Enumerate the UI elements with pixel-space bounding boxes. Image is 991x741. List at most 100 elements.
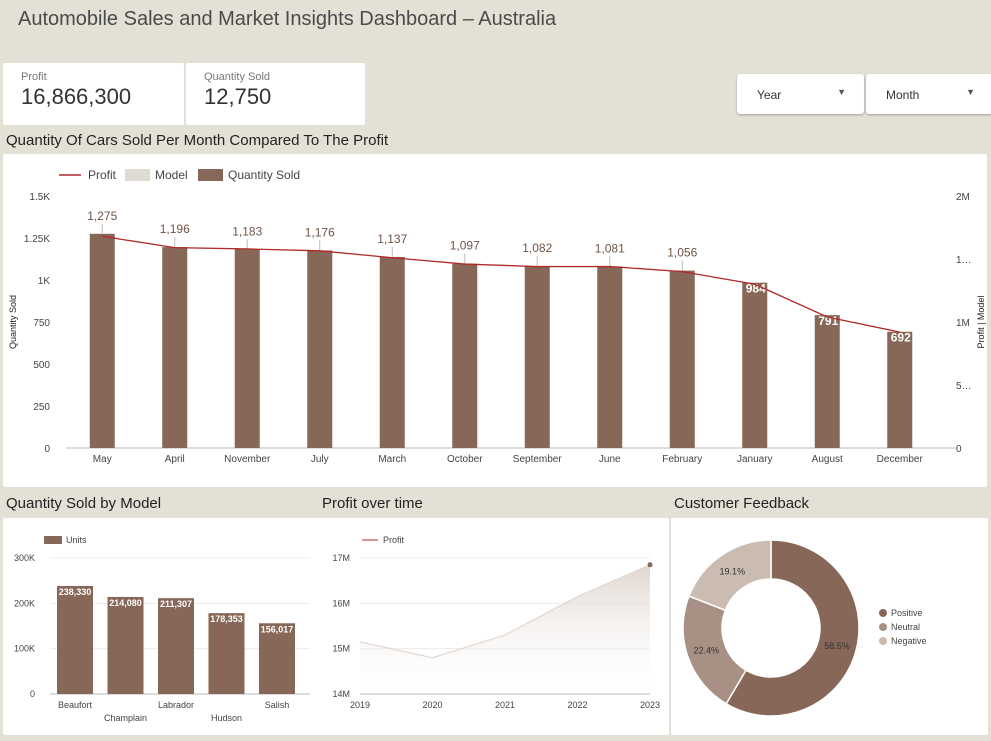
x-tick-label: July xyxy=(311,454,329,465)
x-tick-label: Labrador xyxy=(158,700,194,710)
y-tick-label: 1K xyxy=(38,276,51,287)
legend-negative-dot xyxy=(879,637,887,645)
quantity-data-label: 1,196 xyxy=(160,222,190,236)
y-tick-label: 100K xyxy=(14,644,35,654)
chevron-down-icon: ▼ xyxy=(966,87,975,97)
x-tick-label: June xyxy=(599,454,621,465)
y2-tick-label: 5… xyxy=(956,381,972,392)
quantity-bar xyxy=(89,233,115,448)
legend-units-label: Units xyxy=(66,535,87,545)
legend-negative-label: Negative xyxy=(891,636,927,646)
legend-units-swatch xyxy=(44,536,62,544)
x-tick-label: December xyxy=(877,454,924,465)
y-tick-label: 16M xyxy=(332,598,350,608)
legend-positive-label: Positive xyxy=(891,608,923,618)
profit-end-point xyxy=(647,562,653,568)
quantity-data-label: 1,183 xyxy=(232,224,262,238)
x-tick-label: February xyxy=(662,454,702,465)
y2-tick-label: 1… xyxy=(956,255,972,266)
y-tick-label: 17M xyxy=(332,553,350,563)
x-tick-label: 2021 xyxy=(495,700,515,710)
quantity-bar xyxy=(524,266,550,448)
y2-tick-label: 1M xyxy=(956,318,970,329)
y-tick-label: 0 xyxy=(44,444,50,455)
x-tick-label: April xyxy=(165,454,185,465)
legend-positive-dot xyxy=(879,609,887,617)
x-tick-label: March xyxy=(378,454,406,465)
model-bar xyxy=(208,613,245,694)
legend-neutral-dot xyxy=(879,623,887,631)
profit-line xyxy=(102,235,900,333)
x-tick-label: 2023 xyxy=(640,700,660,710)
legend-model-swatch xyxy=(125,169,150,181)
quantity-data-label: 1,137 xyxy=(377,232,407,246)
model-bar xyxy=(259,623,295,694)
year-filter-label: Year xyxy=(757,88,782,102)
x-tick-label: January xyxy=(737,454,773,465)
quantity-data-label: 984 xyxy=(746,282,766,296)
x-tick-label: Hudson xyxy=(211,713,242,723)
main-chart-title: Quantity Of Cars Sold Per Month Compared… xyxy=(6,132,389,149)
legend-profit-label: Profit xyxy=(383,535,405,545)
y2-tick-label: 0 xyxy=(956,444,962,455)
year-filter-dropdown[interactable]: Year ▼ xyxy=(737,74,864,114)
donut-slice-label: 19.1% xyxy=(720,566,746,576)
y-axis-title: Quantity Sold xyxy=(8,295,18,349)
model-bar xyxy=(57,585,93,694)
x-tick-label: Champlain xyxy=(104,713,147,723)
profit-kpi-card: Profit 16,866,300 xyxy=(3,63,184,125)
quantity-data-label: 1,056 xyxy=(667,246,697,260)
quantity-data-label: 1,176 xyxy=(305,225,335,239)
quantity-data-label: 1,082 xyxy=(522,241,552,255)
legend-quantity-label: Quantity Sold xyxy=(228,168,300,182)
legend-neutral-label: Neutral xyxy=(891,622,920,632)
y-tick-label: 15M xyxy=(332,644,350,654)
month-filter-dropdown[interactable]: Month ▼ xyxy=(866,74,991,114)
y-tick-label: 750 xyxy=(33,318,50,329)
quantity-data-label: 1,275 xyxy=(87,209,117,223)
quantity-kpi-value: 12,750 xyxy=(204,84,272,109)
model-data-label: 238,330 xyxy=(59,587,92,597)
quantity-data-label: 1,097 xyxy=(450,239,480,253)
quantity-kpi-card: Quantity Sold 12,750 xyxy=(186,63,365,125)
quantity-data-label: 791 xyxy=(818,314,838,328)
x-tick-label: Salish xyxy=(265,700,290,710)
x-tick-label: September xyxy=(513,454,563,465)
quantity-bar xyxy=(379,256,405,448)
legend-model-label: Model xyxy=(155,168,188,182)
quantity-bar xyxy=(307,250,333,448)
profit-area-line xyxy=(359,564,651,659)
x-tick-label: 2020 xyxy=(422,700,442,710)
quantity-bar xyxy=(742,282,768,448)
x-tick-label: May xyxy=(93,454,112,465)
model-chart-title: Quantity Sold by Model xyxy=(6,495,162,512)
legend-profit-label: Profit xyxy=(88,168,117,182)
quantity-bar xyxy=(452,263,478,448)
model-data-label: 214,080 xyxy=(109,598,142,608)
page-title: Automobile Sales and Market Insights Das… xyxy=(18,8,557,30)
x-tick-label: 2022 xyxy=(567,700,587,710)
model-data-label: 178,353 xyxy=(210,614,243,624)
y-tick-label: 1.25K xyxy=(24,234,50,245)
donut-slice-label: 58.5% xyxy=(824,641,850,651)
profit-kpi-value: 16,866,300 xyxy=(21,84,132,109)
profit-chart: Profit 14M 15M 16M 17M 2019 2020 2021 2022 2023 xyxy=(332,535,660,710)
model-bar xyxy=(158,598,194,694)
quantity-bar xyxy=(669,270,695,448)
quantity-bar xyxy=(597,266,623,448)
main-chart: 0 250 500 750 1K 1.25K 1.5K 0 5… 1M 1… 2M Quantity S… xyxy=(8,168,986,465)
x-tick-label: Beaufort xyxy=(58,700,93,710)
chevron-down-icon: ▼ xyxy=(837,87,846,97)
quantity-bar xyxy=(162,247,188,448)
y-tick-label: 1.5K xyxy=(29,192,50,203)
feedback-chart: 58.5% Positive 22.4% Neutral 19.1% Negative xyxy=(682,539,927,717)
x-tick-label: 2019 xyxy=(350,700,370,710)
donut-slice-negative xyxy=(688,539,772,612)
y-tick-label: 300K xyxy=(14,553,35,563)
y-tick-label: 0 xyxy=(30,689,35,699)
donut-slice-positive xyxy=(725,539,860,717)
profit-chart-title: Profit over time xyxy=(322,495,423,512)
y2-tick-label: 2M xyxy=(956,192,970,203)
month-filter-label: Month xyxy=(886,88,920,102)
